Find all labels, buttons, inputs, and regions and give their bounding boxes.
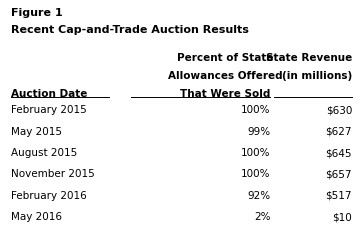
Text: Figure 1: Figure 1 [11,8,62,18]
Text: Auction Date: Auction Date [11,89,87,99]
Text: August 2015: August 2015 [11,148,77,158]
Text: 100%: 100% [241,148,270,158]
Text: 100%: 100% [241,105,270,115]
Text: November 2015: November 2015 [11,169,95,179]
Text: (in millions): (in millions) [282,71,352,81]
Text: May 2015: May 2015 [11,127,62,137]
Text: State Revenue: State Revenue [266,53,352,63]
Text: Allowances Offered: Allowances Offered [168,71,282,81]
Text: That Were Sold: That Were Sold [180,89,270,99]
Text: 2%: 2% [254,212,270,222]
Text: February 2015: February 2015 [11,105,87,115]
Text: $627: $627 [326,127,352,137]
Text: 99%: 99% [247,127,270,137]
Text: 92%: 92% [247,191,270,201]
Text: $517: $517 [326,191,352,201]
Text: $657: $657 [326,169,352,179]
Text: $645: $645 [326,148,352,158]
Text: $10: $10 [333,212,352,222]
Text: Recent Cap-and-Trade Auction Results: Recent Cap-and-Trade Auction Results [11,25,249,35]
Text: $630: $630 [326,105,352,115]
Text: Percent of State: Percent of State [177,53,273,63]
Text: 100%: 100% [241,169,270,179]
Text: February 2016: February 2016 [11,191,87,201]
Text: May 2016: May 2016 [11,212,62,222]
